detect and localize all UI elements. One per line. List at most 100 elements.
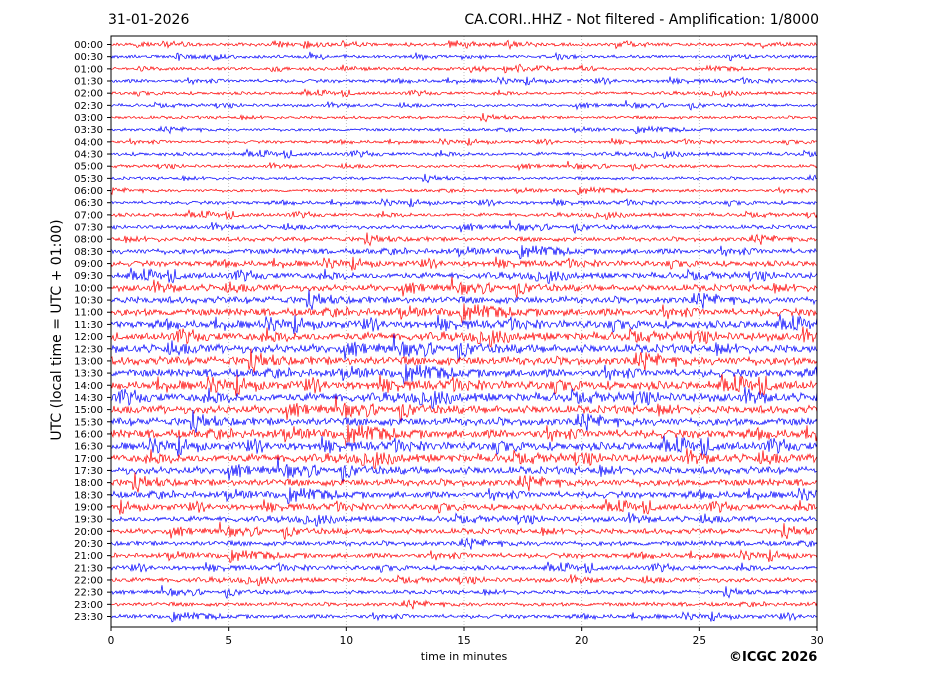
y-tick-label: 19:30 (74, 515, 103, 526)
trace-0300 (110, 113, 818, 123)
trace-1330 (110, 363, 818, 385)
trace-1430 (110, 386, 818, 410)
trace-2130 (110, 561, 818, 574)
trace-0130 (110, 76, 818, 86)
trace-1930 (110, 512, 818, 527)
trace-0430 (110, 148, 818, 160)
y-axis-label: UTC (local time = UTC + 01:00) (49, 219, 65, 441)
x-tick-labels: 0 5 10 15 20 25 30 (108, 627, 824, 647)
chart-title: CA.CORI..HHZ - Not filtered - Amplificat… (464, 12, 819, 28)
trace-1530 (110, 409, 818, 433)
y-tick-label: 10:30 (74, 296, 103, 307)
y-tick-label: 02:00 (74, 89, 103, 100)
trace-0500 (110, 160, 818, 172)
y-tick-label: 11:00 (74, 308, 103, 319)
y-tick-label: 04:00 (74, 137, 103, 148)
y-tick-label: 17:00 (74, 454, 103, 465)
y-tick-label: 19:00 (74, 502, 103, 513)
trace-2100 (110, 549, 818, 563)
trace-0530 (110, 173, 818, 184)
y-tick-label: 06:00 (74, 186, 103, 197)
x-tick-label: 15 (457, 635, 470, 647)
y-tick-label: 03:00 (74, 113, 103, 124)
y-tick-label: 22:00 (74, 575, 103, 586)
y-tick-label: 14:00 (74, 381, 103, 392)
copyright-label: ©ICGC 2026 (729, 650, 818, 665)
trace-1600 (110, 424, 818, 447)
y-tick-label: 01:00 (74, 64, 103, 75)
y-tick-label: 04:30 (74, 150, 103, 161)
trace-1700 (110, 448, 818, 470)
trace-1030 (110, 289, 818, 310)
x-tick-label: 0 (108, 635, 115, 647)
trace-0630 (110, 198, 818, 208)
trace-0930 (110, 267, 818, 285)
trace-0830 (110, 245, 818, 260)
trace-1500 (110, 395, 818, 422)
y-tick-label: 00:00 (74, 40, 103, 51)
y-tick-label: 07:00 (74, 210, 103, 221)
y-tick-label: 05:30 (74, 174, 103, 185)
grid-lines (228, 36, 700, 627)
trace-1400 (110, 373, 818, 397)
trace-1830 (110, 487, 818, 505)
trace-1300 (110, 348, 818, 373)
y-tick-label: 16:30 (74, 442, 103, 453)
trace-2300 (110, 599, 818, 610)
trace-0600 (110, 186, 818, 196)
seismic-traces (110, 39, 818, 623)
y-tick-label: 10:00 (74, 283, 103, 294)
y-tick-label: 07:30 (74, 223, 103, 234)
y-tick-label: 15:00 (74, 405, 103, 416)
y-tick-label: 23:30 (74, 612, 103, 623)
y-tick-label: 12:30 (74, 344, 103, 355)
date-label: 31-01-2026 (108, 12, 190, 28)
trace-0400 (110, 137, 818, 146)
y-tick-label: 16:00 (74, 429, 103, 440)
x-tick-label: 25 (693, 635, 706, 647)
x-tick-label: 10 (340, 635, 353, 647)
y-tick-label: 09:00 (74, 259, 103, 270)
y-tick-label: 08:30 (74, 247, 103, 258)
trace-2030 (110, 537, 818, 550)
trace-1230 (110, 333, 818, 362)
trace-2330 (110, 611, 818, 623)
y-tick-label: 21:00 (74, 551, 103, 562)
y-tick-label: 00:30 (74, 52, 103, 63)
y-tick-label: 13:00 (74, 356, 103, 367)
y-tick-label: 13:30 (74, 369, 103, 380)
y-tick-label: 17:30 (74, 466, 103, 477)
y-tick-label: 20:30 (74, 539, 103, 550)
trace-0700 (110, 209, 818, 221)
y-tick-label: 14:30 (74, 393, 103, 404)
y-tick-label: 05:00 (74, 162, 103, 173)
y-tick-label: 23:00 (74, 600, 103, 611)
trace-0900 (110, 256, 818, 271)
trace-2200 (110, 574, 818, 587)
trace-0200 (110, 88, 818, 98)
y-tick-label: 03:30 (74, 125, 103, 136)
trace-0230 (110, 100, 818, 111)
trace-1000 (110, 276, 818, 298)
y-tick-label: 11:30 (74, 320, 103, 331)
x-tick-label: 5 (225, 635, 232, 647)
trace-2230 (110, 585, 818, 600)
trace-0330 (110, 125, 818, 135)
trace-1630 (110, 435, 818, 457)
y-tick-label: 15:30 (74, 417, 103, 428)
y-tick-label: 22:30 (74, 588, 103, 599)
y-tick-label: 18:00 (74, 478, 103, 489)
trace-1130 (110, 314, 818, 335)
x-tick-label: 30 (810, 635, 823, 647)
y-tick-label: 01:30 (74, 77, 103, 88)
y-tick-label: 08:00 (74, 235, 103, 246)
y-tick-label: 21:30 (74, 563, 103, 574)
x-axis-label: time in minutes (420, 650, 508, 663)
trace-0030 (110, 51, 818, 62)
y-tick-label: 12:00 (74, 332, 103, 343)
y-tick-label: 09:30 (74, 271, 103, 282)
plot-frame (110, 35, 818, 628)
y-tick-label: 20:00 (74, 527, 103, 538)
